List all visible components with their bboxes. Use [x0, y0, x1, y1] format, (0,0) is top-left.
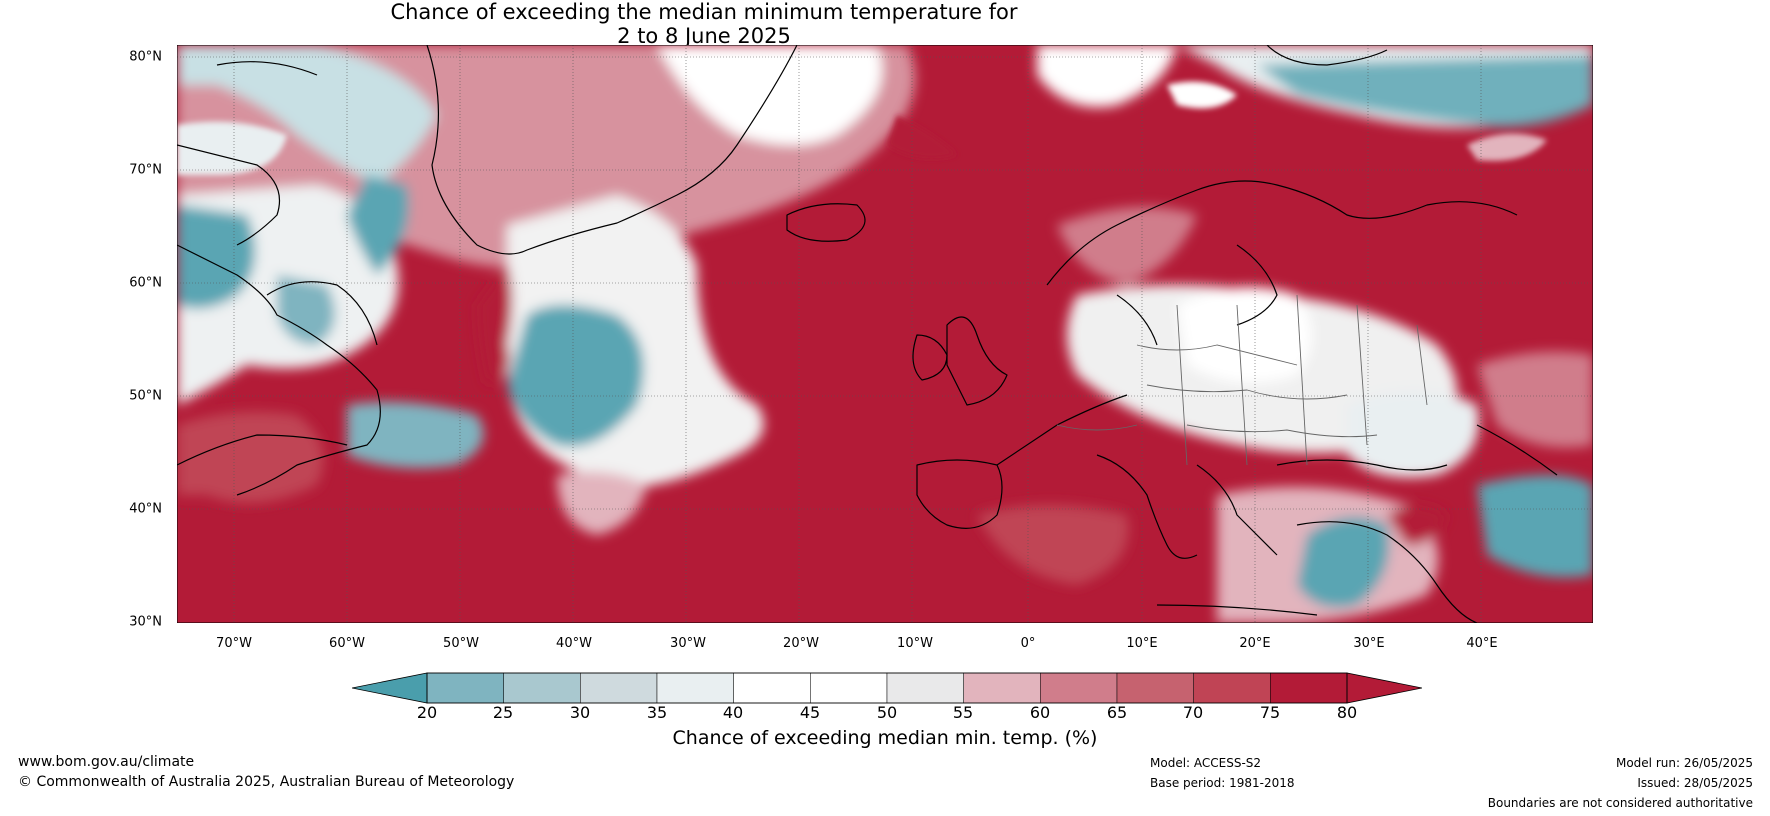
- colorbar-cells: [426, 672, 1348, 704]
- colorbar-cell: [810, 672, 888, 704]
- lat-label-80n: 80°N: [129, 49, 162, 65]
- colorbar-cell: [733, 672, 811, 704]
- colorbar-cell: [886, 672, 964, 704]
- coastlines: [177, 45, 1558, 623]
- title-line-1: Chance of exceeding the median minimum t…: [390, 0, 1018, 24]
- forecast-map: [177, 45, 1593, 623]
- colorbar-low-arrow: [352, 672, 428, 704]
- footer-disclaimer: Boundaries are not considered authoritat…: [1487, 796, 1753, 810]
- detail-field: [177, 81, 1547, 175]
- map-title: Chance of exceeding the median minimum t…: [0, 0, 1408, 48]
- lat-label-60n: 60°N: [129, 275, 162, 291]
- colorbar: [352, 672, 1422, 704]
- title-line-2: 2 to 8 June 2025: [617, 24, 791, 48]
- probability-field: [177, 45, 1593, 623]
- lat-label-30n: 30°N: [129, 614, 162, 630]
- colorbar-cell: [503, 672, 581, 704]
- colorbar-cell: [1040, 672, 1118, 704]
- colorbar-tick-65: 65: [1106, 703, 1128, 722]
- lat-label-50n: 50°N: [129, 388, 162, 404]
- footer-base-period: Base period: 1981-2018: [1150, 776, 1295, 790]
- colorbar-cell: [1270, 672, 1348, 704]
- lon-label-40w: 40°W: [556, 636, 592, 651]
- lon-label-30w: 30°W: [670, 636, 706, 651]
- footer-model-run: Model run: 26/05/2025: [1615, 756, 1753, 770]
- colorbar-cell: [656, 672, 734, 704]
- footer-issued: Issued: 28/05/2025: [1637, 776, 1753, 790]
- graticule: [177, 45, 1593, 623]
- lat-label-70n: 70°N: [129, 162, 162, 178]
- lon-label-50w: 50°W: [443, 636, 479, 651]
- lon-label-30e: 30°E: [1353, 636, 1385, 651]
- country-borders: [1056, 294, 1428, 466]
- colorbar-tick-50: 50: [876, 703, 898, 722]
- colorbar-tick-80: 80: [1336, 703, 1358, 722]
- colorbar-high-arrow: [1346, 672, 1422, 704]
- colorbar-tick-20: 20: [416, 703, 438, 722]
- footer-copyright: © Commonwealth of Australia 2025, Austra…: [18, 774, 515, 790]
- colorbar-tick-35: 35: [646, 703, 668, 722]
- lon-label-10w: 10°W: [897, 636, 933, 651]
- lon-label-0: 0°: [1020, 636, 1036, 651]
- lat-label-40n: 40°N: [129, 501, 162, 517]
- colorbar-cell: [426, 672, 504, 704]
- colorbar-tick-70: 70: [1182, 703, 1204, 722]
- footer-model: Model: ACCESS-S2: [1150, 756, 1262, 770]
- lon-label-60w: 60°W: [329, 636, 365, 651]
- colorbar-cell: [1193, 672, 1271, 704]
- colorbar-tick-45: 45: [799, 703, 821, 722]
- colorbar-tick-75: 75: [1259, 703, 1281, 722]
- colorbar-tick-60: 60: [1029, 703, 1051, 722]
- colorbar-cell: [963, 672, 1041, 704]
- colorbar-tick-25: 25: [492, 703, 514, 722]
- colorbar-tick-30: 30: [569, 703, 591, 722]
- lon-label-10e: 10°E: [1126, 636, 1158, 651]
- colorbar-cell: [580, 672, 658, 704]
- colorbar-frame: [426, 672, 1348, 704]
- colorbar-label: Chance of exceeding median min. temp. (%…: [672, 727, 1098, 749]
- footer-url: www.bom.gov.au/climate: [18, 754, 195, 770]
- colorbar-tick-55: 55: [952, 703, 974, 722]
- colorbar-cell: [1116, 672, 1194, 704]
- lon-label-20e: 20°E: [1239, 636, 1271, 651]
- colorbar-tick-40: 40: [722, 703, 744, 722]
- lon-label-70w: 70°W: [216, 636, 252, 651]
- lon-label-40e: 40°E: [1466, 636, 1498, 651]
- lon-label-20w: 20°W: [783, 636, 819, 651]
